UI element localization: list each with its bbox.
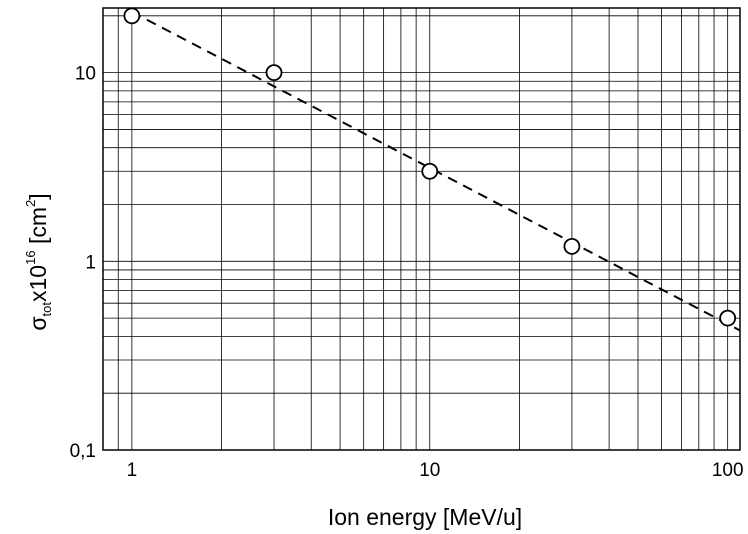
series-layer: [123, 7, 741, 332]
y-tick-label: 0,1: [70, 441, 96, 462]
data-point: [719, 309, 737, 327]
plot-frame: [102, 7, 741, 451]
data-point: [421, 162, 439, 180]
x-tick-label: 100: [712, 460, 744, 481]
y-tick-label: 10: [75, 64, 96, 85]
data-point: [265, 64, 283, 82]
y-axis-title-sigma: σ: [25, 316, 51, 330]
y-tick-labels: 0,1 1 10: [70, 64, 96, 462]
grid: [102, 8, 740, 451]
y-axis-title-exponent: 16: [23, 250, 38, 264]
y-axis-title-unit-exponent: 2: [23, 200, 38, 207]
y-axis-title-unit-open: [cm: [25, 207, 51, 250]
data-point: [123, 7, 141, 25]
x-tick-labels: 1 10 100: [127, 460, 744, 481]
data-point: [563, 237, 581, 255]
x-tick-label: 1: [127, 460, 138, 481]
y-axis-title-times: x10: [25, 265, 51, 302]
x-tick-label: 10: [419, 460, 440, 481]
y-axis-title: σtotx1016 [cm2]: [23, 193, 54, 330]
x-axis-title: Ion energy [MeV/u]: [328, 504, 522, 530]
y-axis-title-subscript: tot: [39, 302, 54, 317]
y-axis-title-unit-close: ]: [25, 193, 51, 199]
y-tick-label: 1: [85, 252, 96, 273]
